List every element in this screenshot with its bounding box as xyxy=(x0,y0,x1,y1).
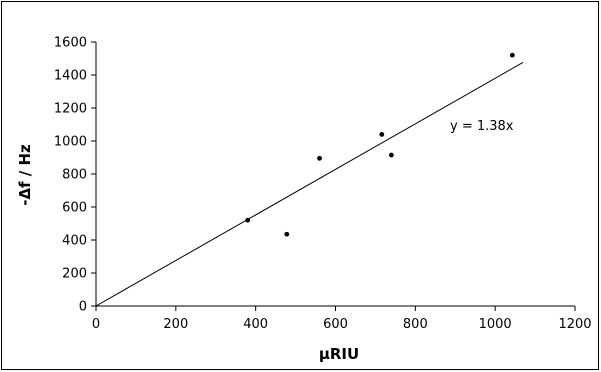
y-axis-title: -Δf / Hz xyxy=(16,144,34,206)
data-point xyxy=(388,152,394,158)
y-tick-label: 600 xyxy=(62,201,87,216)
y-tick-label: 1000 xyxy=(54,135,87,150)
x-tick-label: 400 xyxy=(243,317,268,332)
trendline-equation: y = 1.38x xyxy=(450,119,514,134)
data-point xyxy=(284,231,290,237)
data-point xyxy=(509,52,515,58)
x-axis-title: µRIU xyxy=(319,345,359,363)
plot-area: 0 200 400 600 800 1000 1200 1400 1600 0 200 400 600 8… xyxy=(54,36,592,333)
y-tick-label: 800 xyxy=(62,168,87,183)
y-tick-label: 1400 xyxy=(54,69,87,84)
y-tick-label: 400 xyxy=(62,234,87,249)
trendline xyxy=(95,61,524,307)
y-tick-label: 200 xyxy=(62,267,87,282)
x-tick-label: 200 xyxy=(163,317,188,332)
x-tick-label: 1200 xyxy=(558,317,591,332)
x-tick-label: 800 xyxy=(403,317,428,332)
x-tick-label: 1000 xyxy=(479,317,512,332)
data-point xyxy=(317,155,322,161)
y-tick-label: 0 xyxy=(79,300,87,315)
x-tick-label: 0 xyxy=(92,317,100,332)
data-point xyxy=(379,132,385,137)
data-point xyxy=(245,217,251,223)
y-tick-label: 1600 xyxy=(54,36,87,51)
x-tick-label: 600 xyxy=(323,317,348,332)
y-tick-label: 1200 xyxy=(54,102,87,117)
